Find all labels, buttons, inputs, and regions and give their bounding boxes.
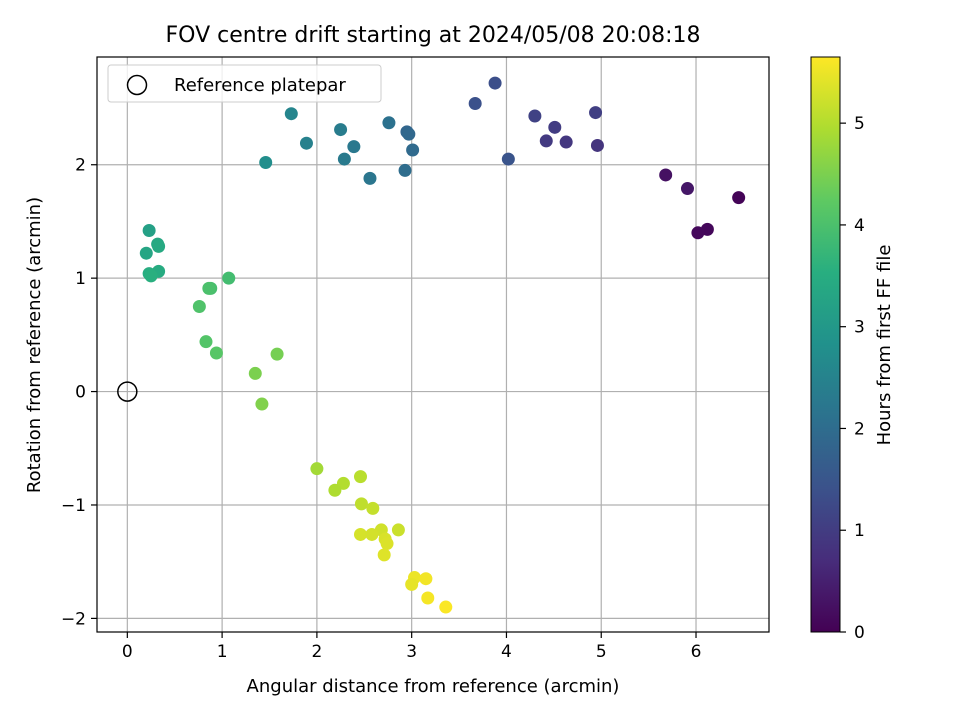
data-point [259, 155, 273, 169]
data-point [406, 143, 420, 157]
data-point [310, 462, 324, 476]
data-point [366, 501, 380, 515]
data-point [691, 226, 705, 240]
data-point [354, 497, 368, 511]
data-point [528, 109, 542, 123]
colorbar-label: Hours from first FF file [874, 245, 895, 446]
legend: Reference platepar [107, 64, 382, 103]
y-tick-label: 2 [75, 156, 86, 176]
colorbar-gradient [810, 56, 841, 633]
x-tick-label: 1 [217, 642, 228, 662]
data-point [468, 96, 482, 110]
colorbar-tick-label: 0 [854, 623, 865, 643]
data-point [380, 537, 394, 551]
x-tick-label: 6 [691, 642, 702, 662]
data-point [548, 120, 562, 134]
data-point [248, 366, 262, 380]
grid-lines [97, 57, 769, 632]
data-point [659, 168, 673, 182]
data-point [334, 123, 348, 137]
data-markers [117, 76, 746, 614]
data-point [142, 224, 156, 238]
colorbar-tick-label: 4 [854, 216, 865, 236]
colorbar: 0 1 2 3 4 5 Hours from first FF file [810, 56, 895, 643]
data-point [299, 136, 313, 150]
plot-area-frame [96, 56, 770, 633]
data-point [199, 335, 213, 349]
data-point [209, 346, 223, 360]
y-axis-label: Rotation from reference (arcmin) [24, 197, 45, 493]
x-tick-label: 4 [501, 642, 512, 662]
legend-marker-reference [126, 74, 148, 96]
data-point [732, 191, 746, 205]
x-tick-label: 5 [596, 642, 607, 662]
data-point [680, 182, 694, 196]
data-point [421, 591, 435, 605]
data-point [152, 239, 166, 253]
legend-box [107, 64, 382, 103]
data-point [439, 600, 453, 614]
data-point [222, 271, 236, 285]
data-point [590, 138, 604, 152]
x-tick-label: 2 [311, 642, 322, 662]
data-point [192, 300, 206, 314]
data-point [377, 548, 391, 562]
chart-title: FOV centre drift starting at 2024/05/08 … [166, 23, 701, 48]
y-tick-label: 0 [75, 383, 86, 403]
axis-ticks: 0 1 2 3 4 5 6 −2 −1 0 1 2 [61, 156, 701, 662]
data-point [488, 76, 502, 90]
x-tick-label: 3 [406, 642, 417, 662]
data-point [365, 527, 379, 541]
colorbar-tick-label: 5 [854, 114, 865, 134]
data-point [391, 523, 405, 537]
data-point [559, 135, 573, 149]
colorbar-tick-label: 1 [854, 521, 865, 541]
data-point [353, 527, 367, 541]
data-point [270, 347, 284, 361]
data-point [347, 140, 361, 154]
data-point [398, 163, 412, 177]
data-point [419, 572, 433, 586]
data-point [255, 397, 269, 411]
data-point [139, 246, 153, 260]
x-axis-label: Angular distance from reference (arcmin) [247, 676, 620, 697]
data-point [337, 152, 351, 166]
data-point [589, 106, 603, 120]
y-tick-label: 1 [75, 269, 86, 289]
data-point [284, 107, 298, 121]
data-point [144, 269, 158, 283]
colorbar-ticks: 0 1 2 3 4 5 [840, 114, 865, 643]
legend-entry-reference: Reference platepar [174, 75, 346, 96]
data-point [353, 470, 367, 484]
data-point [202, 281, 216, 295]
y-tick-label: −2 [61, 609, 86, 629]
data-point [402, 127, 416, 141]
x-tick-label: 0 [122, 642, 133, 662]
data-point [382, 116, 396, 130]
colorbar-tick-label: 3 [854, 318, 865, 338]
reference-platepar-marker [117, 381, 138, 402]
data-point [501, 152, 515, 166]
data-point [328, 483, 342, 497]
colorbar-tick-label: 2 [854, 419, 865, 439]
data-point [363, 171, 377, 185]
data-point [539, 134, 553, 148]
y-tick-label: −1 [61, 496, 86, 516]
data-point [405, 577, 419, 591]
